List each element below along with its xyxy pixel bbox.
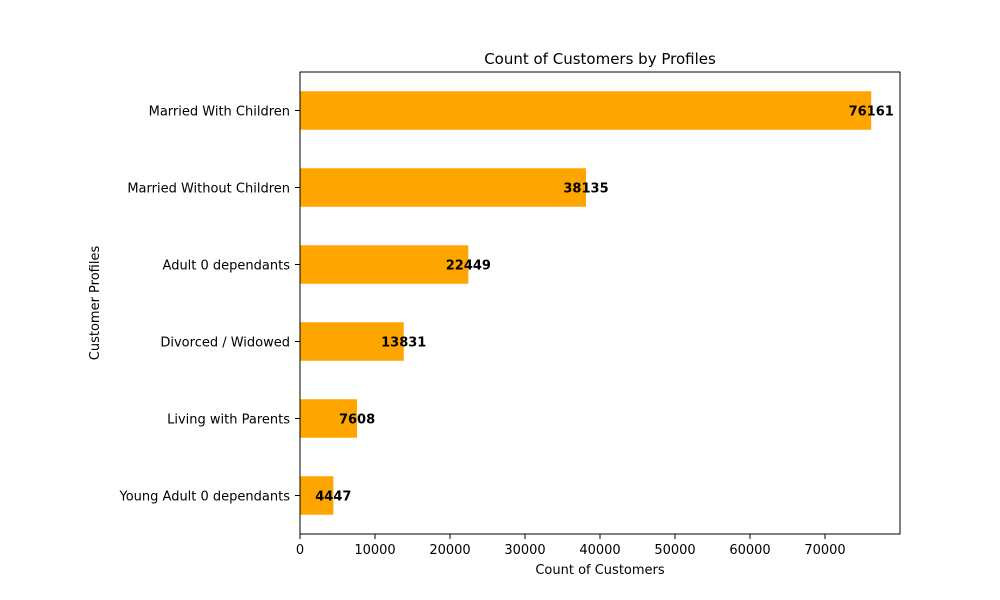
x-tick-label: 40000 (579, 543, 620, 558)
y-axis-ticks: Married With Children Married Without Chi… (119, 105, 300, 505)
x-tick-label: 30000 (504, 543, 545, 558)
value-labels-group: 76161 38135 22449 13831 7608 4447 (315, 105, 894, 505)
bar (300, 245, 469, 284)
chart-title: Count of Customers by Profiles (484, 50, 716, 68)
plot-area-frame (299, 71, 901, 535)
x-tick-label: 20000 (429, 543, 470, 558)
y-tick-label: Married Without Children (127, 182, 290, 197)
bar-value-label: 76161 (849, 105, 894, 120)
y-tick-label: Divorced / Widowed (160, 336, 290, 351)
bar (300, 168, 587, 207)
x-tick-label: 10000 (354, 543, 395, 558)
x-tick-label: 50000 (654, 543, 695, 558)
bar-value-label: 22449 (446, 259, 491, 274)
y-tick-label: Adult 0 dependants (163, 259, 291, 274)
bar (300, 91, 872, 130)
y-tick-label: Living with Parents (167, 413, 290, 428)
y-tick-label: Married With Children (149, 105, 290, 120)
bars-group (300, 91, 872, 515)
x-axis-ticks: 0 10000 20000 30000 40000 50000 60000 70000 (296, 534, 846, 558)
bar (300, 322, 404, 361)
x-axis-label: Count of Customers (535, 563, 665, 578)
bar-value-label: 13831 (381, 336, 426, 351)
bar (300, 476, 334, 515)
y-axis-label: Customer Profiles (88, 246, 103, 361)
y-tick-label: Young Adult 0 dependants (119, 490, 291, 505)
bar-value-label: 7608 (339, 413, 375, 428)
x-tick-label: 0 (296, 543, 304, 558)
bar-value-label: 4447 (315, 490, 351, 505)
bar-value-label: 38135 (563, 182, 608, 197)
x-tick-label: 60000 (729, 543, 770, 558)
x-tick-label: 70000 (804, 543, 845, 558)
bar (300, 399, 358, 438)
